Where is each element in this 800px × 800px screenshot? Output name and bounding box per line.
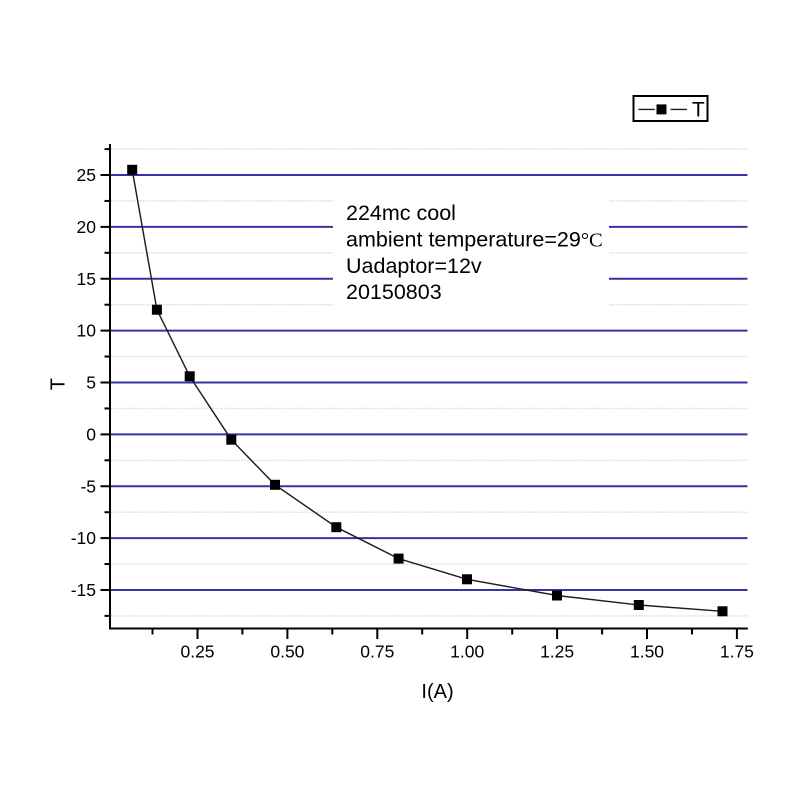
svg-text:224mc cool: 224mc cool <box>346 201 456 225</box>
svg-text:ambient temperature=29°C: ambient temperature=29°C <box>346 227 603 251</box>
svg-text:20150803: 20150803 <box>346 280 442 304</box>
svg-text:25: 25 <box>77 165 96 185</box>
svg-text:0: 0 <box>86 424 96 444</box>
svg-text:1.50: 1.50 <box>630 642 664 662</box>
svg-text:1.25: 1.25 <box>540 642 574 662</box>
svg-text:10: 10 <box>77 321 97 341</box>
svg-text:1.00: 1.00 <box>450 642 484 662</box>
svg-text:1.75: 1.75 <box>720 642 754 662</box>
svg-text:-10: -10 <box>71 528 97 548</box>
svg-text:20: 20 <box>77 217 97 237</box>
svg-text:0.75: 0.75 <box>360 642 394 662</box>
svg-text:I(A): I(A) <box>421 681 453 703</box>
svg-text:0.50: 0.50 <box>270 642 304 662</box>
svg-text:T: T <box>48 378 70 390</box>
svg-text:5: 5 <box>86 373 96 393</box>
svg-text:T: T <box>692 99 705 122</box>
svg-text:Uadaptor=12v: Uadaptor=12v <box>346 254 482 278</box>
svg-text:-15: -15 <box>71 580 96 600</box>
svg-text:15: 15 <box>77 269 96 289</box>
svg-text:0.25: 0.25 <box>180 642 214 662</box>
svg-text:-5: -5 <box>80 476 96 496</box>
